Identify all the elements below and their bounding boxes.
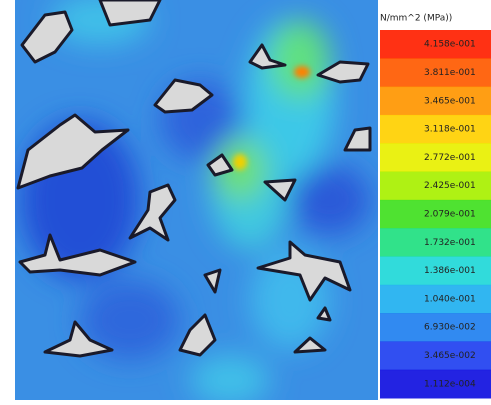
legend-label: 2.079e-001 [424,210,476,220]
legend-label: 6.930e-002 [424,323,476,333]
legend-label: 1.732e-001 [424,238,476,248]
legend-label: 3.465e-002 [424,351,476,361]
legend-label: 1.112e-004 [424,379,476,389]
legend-label: 4.158e-001 [424,40,476,50]
legend-label: 3.118e-001 [424,125,476,135]
legend-label: 3.811e-001 [424,68,476,78]
contour-field [15,0,378,405]
page: N/mm^2 (MPa)) 4.158e-001 3.811e-001 3.465e… [0,0,491,405]
legend-label: 2.425e-001 [424,181,476,191]
legend: 4.158e-001 3.811e-001 3.465e-001 3.118e-001… [380,30,491,399]
stress-plot: N/mm^2 (MPa)) 4.158e-001 3.811e-001 3.465e… [0,0,491,405]
legend-label: 2.772e-001 [424,153,476,163]
legend-label: 1.386e-001 [424,266,476,276]
legend-label: 1.040e-001 [424,294,476,304]
legend-label: 3.465e-001 [424,96,476,106]
legend-unit: N/mm^2 (MPa)) [380,14,452,24]
